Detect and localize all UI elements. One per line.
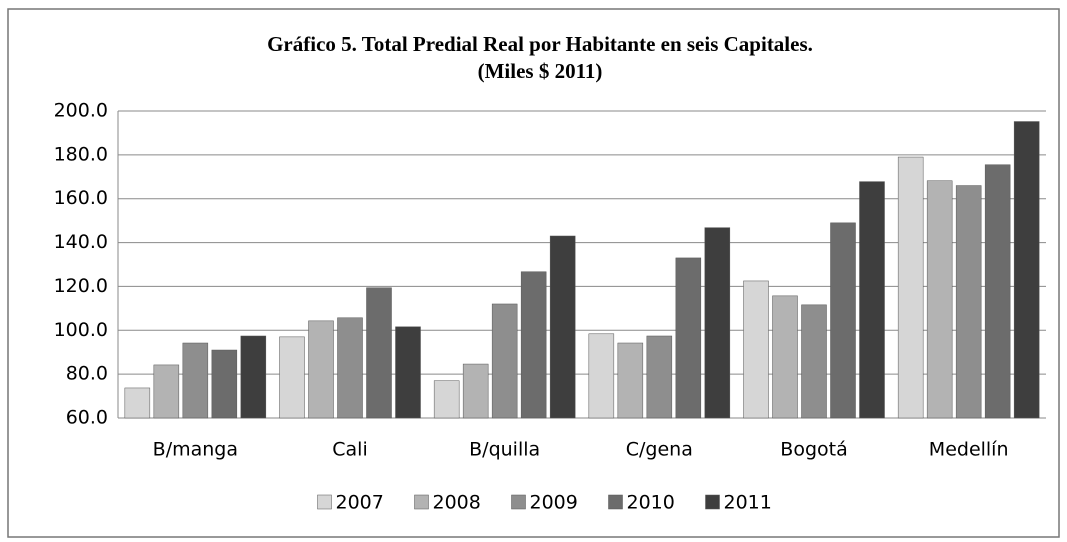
chart-title: Gráfico 5. Total Predial Real por Habita…: [267, 32, 813, 56]
y-tick-label: 140.0: [54, 231, 108, 253]
y-tick-label: 120.0: [54, 275, 108, 297]
bar: [433, 380, 460, 419]
bar: [153, 364, 180, 419]
legend-label: 2009: [530, 492, 578, 514]
legend-swatch: [705, 494, 720, 510]
bar: [462, 363, 489, 419]
bar: [984, 164, 1011, 419]
bar: [772, 295, 798, 419]
bar: [588, 333, 615, 419]
bar: [182, 342, 209, 419]
y-tick-label: 60.0: [66, 407, 108, 429]
x-tick-label: C/gena: [626, 439, 693, 461]
legend-swatch: [511, 494, 526, 510]
bar: [308, 320, 334, 419]
legend-swatch: [317, 494, 332, 510]
bar: [211, 349, 238, 419]
x-tick-label: Medellín: [929, 439, 1009, 461]
bar: [704, 227, 731, 419]
bar: [240, 335, 267, 419]
y-tick-label: 200.0: [54, 100, 108, 122]
bar: [491, 303, 518, 419]
legend-label: 2008: [433, 492, 481, 514]
legend-swatch: [414, 494, 429, 510]
legend-label: 2011: [724, 492, 772, 514]
legend-swatch: [608, 494, 623, 510]
y-tick-label: 180.0: [54, 143, 108, 165]
bar: [366, 287, 392, 419]
bar: [859, 181, 885, 419]
legend-label: 2007: [336, 492, 384, 514]
y-tick-label: 80.0: [66, 363, 108, 385]
bar: [1013, 121, 1040, 419]
bar: [395, 326, 421, 419]
bar: [279, 336, 305, 419]
bar: [897, 156, 924, 419]
x-tick-label: Bogotá: [780, 439, 847, 461]
bar: [617, 342, 644, 419]
bar: [124, 387, 151, 419]
y-tick-label: 100.0: [54, 319, 108, 341]
bar: [926, 180, 953, 419]
y-tick-label: 160.0: [54, 187, 108, 209]
x-tick-label: B/quilla: [469, 439, 540, 461]
bar: [675, 257, 702, 419]
chart-subtitle: (Miles $ 2011): [478, 59, 603, 83]
bar: [955, 185, 982, 419]
bar: [646, 335, 673, 419]
legend-label: 2010: [627, 492, 675, 514]
bar: [830, 222, 856, 419]
x-tick-label: B/manga: [153, 439, 238, 461]
bar: [743, 280, 769, 419]
bar: [549, 235, 576, 419]
bar: [520, 271, 547, 419]
x-tick-label: Cali: [332, 439, 367, 461]
bar: [337, 317, 363, 419]
bar: [801, 304, 827, 419]
